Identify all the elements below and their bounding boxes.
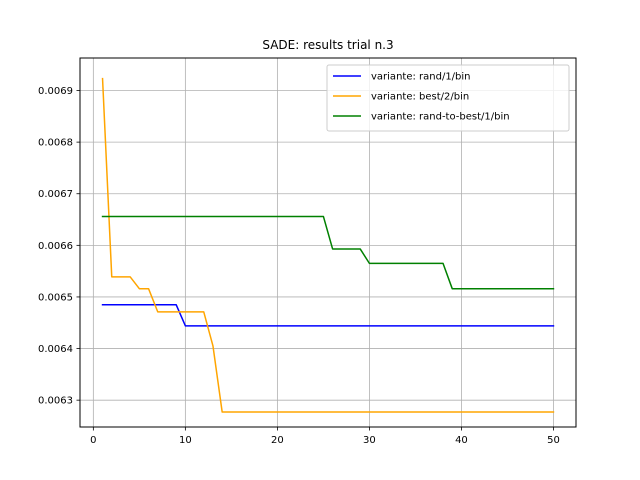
series-line-3 (101, 215, 555, 290)
y-tick-label: 0.0069 (38, 86, 73, 97)
y-tick-label: 0.0068 (38, 138, 73, 149)
chart-title: SADE: results trial n.3 (262, 38, 393, 52)
y-tick-label: 0.0066 (38, 241, 73, 252)
y-tick-label: 0.0063 (38, 396, 73, 407)
x-tick-label: 50 (547, 435, 560, 446)
y-tick-label: 0.0064 (38, 344, 73, 355)
x-tick-label: 10 (179, 435, 192, 446)
legend-label-1: variante: rand/1/bin (371, 72, 471, 83)
plot-frame (79, 57, 577, 428)
x-tick-label: 0 (90, 435, 96, 446)
legend-box (326, 64, 570, 132)
legend-label-3: variante: rand-to-best/1/bin (371, 112, 510, 123)
grid (80, 58, 576, 427)
y-tick-label: 0.0067 (38, 189, 73, 200)
series-line-1 (101, 303, 555, 327)
x-tick-label: 20 (271, 435, 284, 446)
x-tick-label: 40 (455, 435, 468, 446)
series-line-2 (101, 77, 555, 413)
legend: variante: rand/1/bin variante: best/2/bin… (326, 64, 570, 132)
y-tick-label: 0.0065 (38, 292, 73, 303)
series-lines (101, 77, 555, 413)
x-axis: 0 10 20 30 40 50 (90, 427, 560, 446)
legend-label-2: variante: best/2/bin (371, 92, 469, 103)
x-tick-label: 30 (363, 435, 376, 446)
y-axis: 0.0063 0.0064 0.0065 0.0066 0.0067 0.0068 0.00… (38, 86, 80, 407)
